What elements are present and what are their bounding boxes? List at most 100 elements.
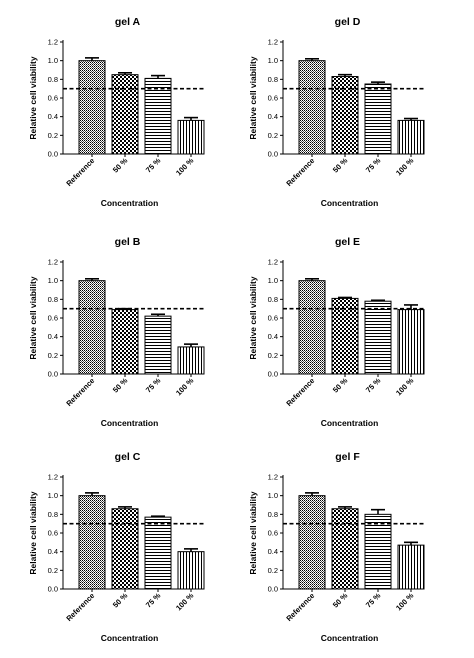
error-bar (305, 57, 319, 61)
panel-title: gel A (115, 16, 141, 28)
x-tick-label: 50 % (111, 156, 130, 175)
y-tick-label: 0.4 (48, 547, 58, 556)
x-tick-label: Reference (284, 591, 316, 623)
y-tick-label: 0.0 (268, 150, 278, 159)
y-tick-label: 0.4 (48, 112, 58, 121)
y-tick-label: 1.2 (268, 473, 278, 482)
error-bar (118, 506, 132, 509)
panel-title: gel E (335, 236, 360, 248)
error-bar (404, 117, 418, 121)
bar-50 (111, 508, 139, 590)
bar-reference (78, 495, 106, 590)
bar-reference (78, 60, 106, 155)
panel-title: gel B (115, 236, 141, 248)
y-axis-label: Relative cell viability (28, 276, 38, 359)
error-bar (305, 277, 319, 281)
error-bar (85, 277, 99, 281)
x-tick-label: Reference (64, 156, 96, 188)
x-tick-label: 75 % (144, 591, 163, 610)
y-tick-label: 0.2 (48, 351, 58, 360)
x-tick-label: Reference (64, 376, 96, 408)
bar-reference (78, 280, 106, 375)
x-tick-label: 75 % (144, 156, 163, 175)
y-tick-label: 0.4 (268, 332, 278, 341)
x-tick-label: 100 % (394, 376, 416, 398)
x-tick-label: 100 % (394, 591, 416, 613)
y-tick-label: 0.8 (48, 510, 58, 519)
y-tick-label: 0.8 (268, 295, 278, 304)
x-tick-label: Reference (284, 376, 316, 408)
y-tick-label: 0.2 (268, 351, 278, 360)
panel-gel-d: gel D 0.0 0.2 0.4 0.6 0.8 1.0 1.2 Relative cell … (248, 16, 425, 208)
y-tick-label: 1.0 (48, 276, 58, 285)
error-bar (338, 296, 352, 299)
bar-100 (177, 551, 205, 590)
error-bar (338, 73, 352, 77)
panel-title: gel C (115, 451, 141, 463)
bar-50 (111, 74, 139, 155)
y-tick-label: 0.4 (268, 547, 278, 556)
x-tick-label: 50 % (331, 376, 350, 395)
y-tick-label: 0.6 (268, 314, 278, 323)
x-tick-label: 100 % (174, 156, 196, 178)
y-tick-label: 0.2 (268, 131, 278, 140)
y-tick-label: 0.0 (48, 150, 58, 159)
x-tick-label: 75 % (364, 156, 383, 175)
y-tick-label: 0.0 (268, 585, 278, 594)
bar-reference (298, 495, 326, 590)
x-axis-label: Concentration (101, 418, 159, 428)
bar-100 (397, 309, 425, 375)
error-bar (404, 304, 418, 310)
panel-gel-b: gel B 0.0 0.2 0.4 0.6 0.8 1.0 1.2 Relative cell … (28, 236, 205, 428)
x-tick-label: 100 % (174, 591, 196, 613)
bar-100 (177, 119, 205, 155)
x-tick-label: 75 % (144, 376, 163, 395)
panel-gel-c: gel C 0.0 0.2 0.4 0.6 0.8 1.0 1.2 Relative cell … (28, 451, 205, 643)
y-tick-label: 1.2 (268, 258, 278, 267)
error-bar (184, 116, 198, 121)
x-tick-label: 100 % (394, 156, 416, 178)
x-axis-label: Concentration (101, 198, 159, 208)
x-axis-label: Concentration (321, 418, 379, 428)
y-tick-label: 0.2 (48, 566, 58, 575)
panel-gel-f: gel F 0.0 0.2 0.4 0.6 0.8 1.0 1.2 Relative cell … (248, 451, 425, 643)
panel-title: gel D (335, 16, 361, 28)
error-bar (305, 492, 319, 496)
x-tick-label: 50 % (331, 156, 350, 175)
bar-100 (397, 544, 425, 590)
panel-title: gel F (335, 451, 360, 463)
bar-50 (331, 508, 359, 590)
bar-75 (364, 300, 392, 375)
bar-50 (331, 297, 359, 375)
bar-75 (364, 83, 392, 155)
x-tick-label: 50 % (111, 376, 130, 395)
y-tick-label: 0.2 (48, 131, 58, 140)
y-tick-label: 1.0 (268, 276, 278, 285)
y-tick-label: 0.8 (268, 510, 278, 519)
bar-100 (397, 119, 425, 155)
x-tick-label: 75 % (364, 591, 383, 610)
x-axis-label: Concentration (321, 633, 379, 643)
y-tick-label: 0.0 (48, 585, 58, 594)
y-tick-label: 0.6 (48, 529, 58, 538)
y-axis-label: Relative cell viability (248, 276, 258, 359)
error-bar (85, 57, 99, 61)
error-bar (85, 492, 99, 496)
x-axis-label: Concentration (321, 198, 379, 208)
x-tick-label: Reference (284, 156, 316, 188)
y-tick-label: 1.2 (268, 38, 278, 47)
panel-gel-a: gel A 0.0 0.2 0.4 0.6 0.8 1.0 1.2 Relative cell … (28, 16, 205, 208)
y-tick-label: 0.6 (268, 529, 278, 538)
y-tick-label: 0.8 (48, 295, 58, 304)
x-tick-label: Reference (64, 591, 96, 623)
y-tick-label: 0.6 (268, 94, 278, 103)
x-tick-label: 50 % (111, 591, 130, 610)
bar-75 (364, 513, 392, 590)
x-tick-label: 50 % (331, 591, 350, 610)
error-bar (338, 506, 352, 509)
y-axis-label: Relative cell viability (248, 56, 258, 139)
x-axis-label: Concentration (101, 633, 159, 643)
y-tick-label: 0.2 (268, 566, 278, 575)
y-tick-label: 1.0 (48, 56, 58, 65)
